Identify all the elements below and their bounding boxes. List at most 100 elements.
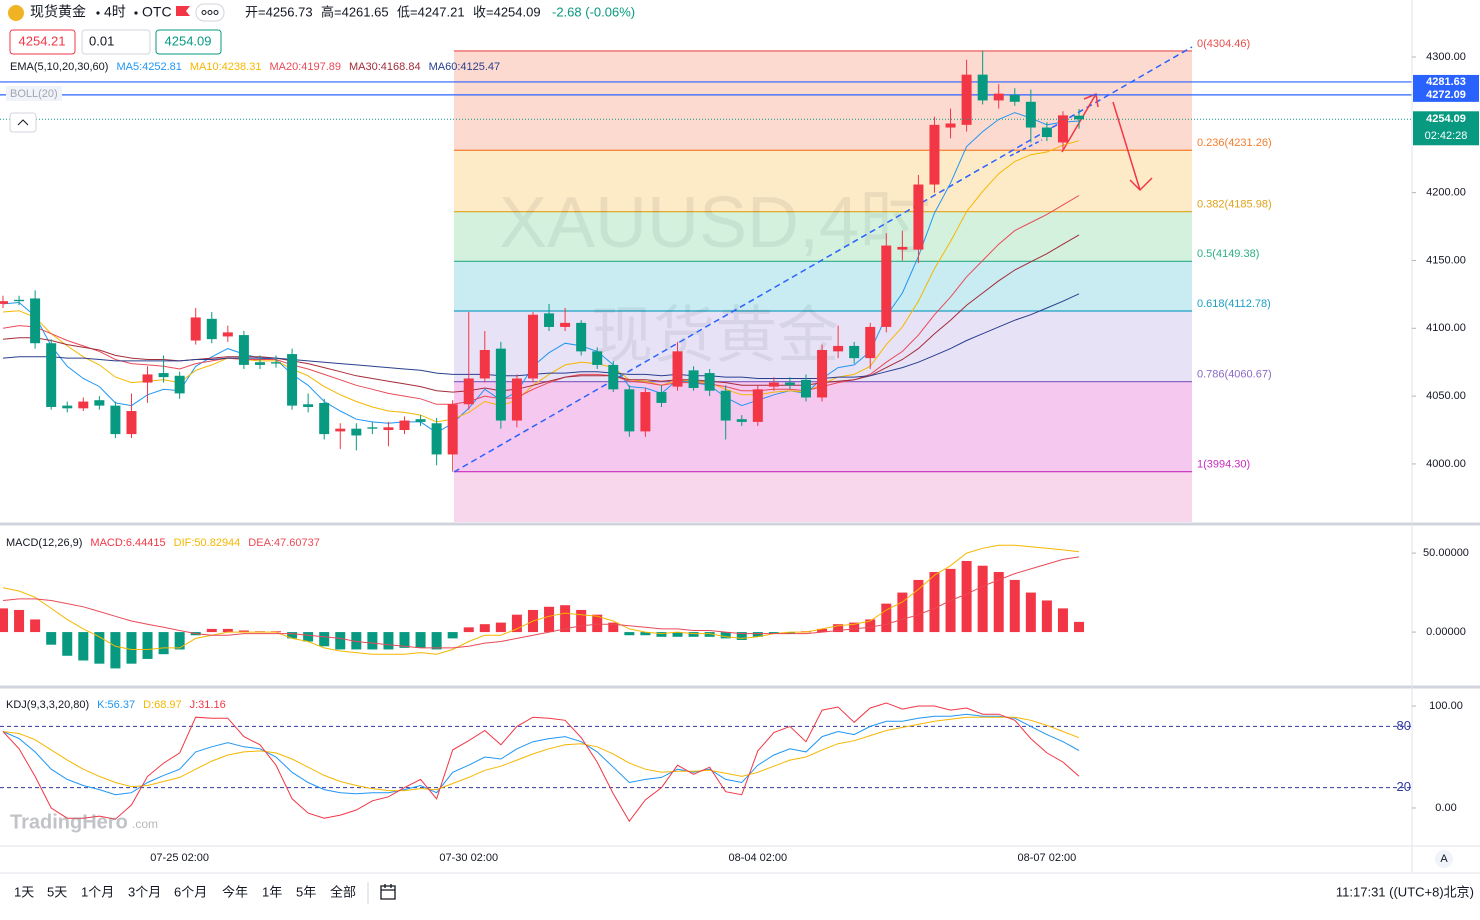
- fib-zone: [454, 261, 1192, 311]
- macd-bar: [126, 632, 137, 664]
- range-button[interactable]: 1个月: [81, 884, 114, 899]
- legend-entry: DIF:50.82944: [174, 537, 241, 549]
- macd-bar: [238, 630, 249, 633]
- buy-button[interactable]: [155, 29, 222, 55]
- watermark-symbol: XAUUSD,4时: [499, 183, 931, 263]
- candle-body: [287, 354, 298, 406]
- macd-bar: [14, 609, 25, 633]
- macd-bar: [752, 632, 763, 637]
- candle-body: [14, 299, 25, 302]
- candle-body: [817, 350, 828, 398]
- sell-button[interactable]: [9, 29, 76, 55]
- candle-body: [254, 362, 265, 365]
- x-tick-label: 08-04 02:00: [728, 852, 787, 864]
- candle-body: [303, 404, 314, 407]
- candle-body: [1025, 101, 1036, 128]
- macd-bar: [1041, 600, 1052, 633]
- candle-body: [640, 392, 651, 432]
- candle-body: [833, 345, 844, 352]
- macd-bar: [640, 632, 651, 636]
- macd-bar: [849, 622, 860, 633]
- candle-body: [784, 382, 795, 386]
- macd-bar: [624, 632, 635, 636]
- buy-price: 4254.09: [165, 33, 212, 48]
- macd-bar: [351, 632, 362, 650]
- macd-bar: [206, 628, 217, 633]
- macd-bar: [383, 632, 394, 650]
- macd-bar: [142, 632, 153, 659]
- range-button[interactable]: 5年: [296, 884, 316, 899]
- flag-icon[interactable]: [176, 6, 190, 16]
- macd-bar: [961, 560, 972, 633]
- candle-body: [158, 373, 169, 378]
- candle-body: [62, 405, 73, 409]
- macd-bar: [158, 632, 169, 655]
- last-price-label: 4254.09: [1426, 113, 1466, 125]
- range-button[interactable]: 1年: [262, 884, 282, 899]
- dot: [207, 10, 213, 15]
- macd-bar: [993, 572, 1004, 633]
- macd-bar: [704, 632, 715, 637]
- candle-body: [319, 402, 330, 435]
- range-button[interactable]: 全部: [330, 884, 356, 899]
- clock[interactable]: 11:17:31 ((UTC+8)北京): [1336, 884, 1474, 899]
- macd-bar: [110, 632, 121, 669]
- macd-bar: [656, 632, 667, 637]
- last-price-tag: [1413, 111, 1479, 146]
- macd-bar: [78, 632, 89, 661]
- candle-body: [624, 389, 635, 432]
- macd-bar: [30, 619, 41, 633]
- range-button[interactable]: 3个月: [128, 884, 161, 899]
- range-button[interactable]: 今年: [222, 884, 248, 899]
- range-button[interactable]: 5天: [47, 884, 67, 899]
- exchange: OTC: [142, 4, 172, 20]
- candle-body: [479, 350, 490, 379]
- legend-entry: MA5:4252.81: [116, 61, 181, 73]
- countdown: 02:42:28: [1425, 130, 1468, 142]
- brand-domain: .com: [132, 817, 158, 831]
- symbol[interactable]: 现货黄金: [30, 4, 86, 20]
- macd-bar: [511, 614, 522, 633]
- macd-bar: [174, 632, 185, 650]
- candle-body: [126, 411, 137, 435]
- macd-bar: [897, 592, 908, 633]
- calendar-button[interactable]: [380, 884, 396, 900]
- macd-bar: [222, 628, 233, 633]
- collapse-button[interactable]: [9, 112, 37, 133]
- macd-bar: [447, 632, 458, 639]
- ohlc-change: -2.68 (-0.06%): [552, 4, 635, 19]
- macd-bar: [1074, 621, 1085, 633]
- more-button[interactable]: [195, 3, 225, 22]
- macd-bar: [688, 632, 699, 637]
- x-tick-label: 07-30 02:00: [439, 852, 498, 864]
- boll-label[interactable]: BOLL(20): [10, 88, 58, 100]
- quantity-input[interactable]: [81, 29, 151, 55]
- macd-bar: [46, 632, 57, 645]
- y-tick-label: 4150.00: [1426, 254, 1466, 266]
- candle-body: [608, 364, 619, 390]
- x-tick-label: 08-07 02:00: [1018, 852, 1077, 864]
- macd-bar: [784, 632, 795, 634]
- candle-body: [222, 332, 233, 337]
- macd-bar: [399, 632, 410, 648]
- candle-body: [1074, 115, 1085, 120]
- candle-body: [190, 317, 201, 341]
- candle-body: [768, 382, 779, 387]
- boll-box: [6, 86, 62, 101]
- range-button[interactable]: 6个月: [174, 884, 207, 899]
- candle-body: [801, 379, 811, 398]
- macd-bar: [913, 579, 924, 633]
- quantity: 0.01: [89, 33, 114, 48]
- candle-body: [1041, 127, 1052, 138]
- interval[interactable]: 4时: [104, 4, 126, 20]
- macd-bar: [720, 632, 731, 639]
- candle-body: [865, 326, 876, 359]
- candle-body: [78, 401, 89, 409]
- macd-bar: [672, 632, 683, 637]
- indicator-title: EMA(5,10,20,30,60): [10, 61, 108, 73]
- legend-entry: MA20:4197.89: [269, 61, 341, 73]
- y-tick-label: 4000.00: [1426, 458, 1466, 470]
- auto-scale-button[interactable]: [1435, 850, 1453, 868]
- candle-body: [238, 335, 249, 365]
- range-button[interactable]: 1天: [14, 884, 34, 899]
